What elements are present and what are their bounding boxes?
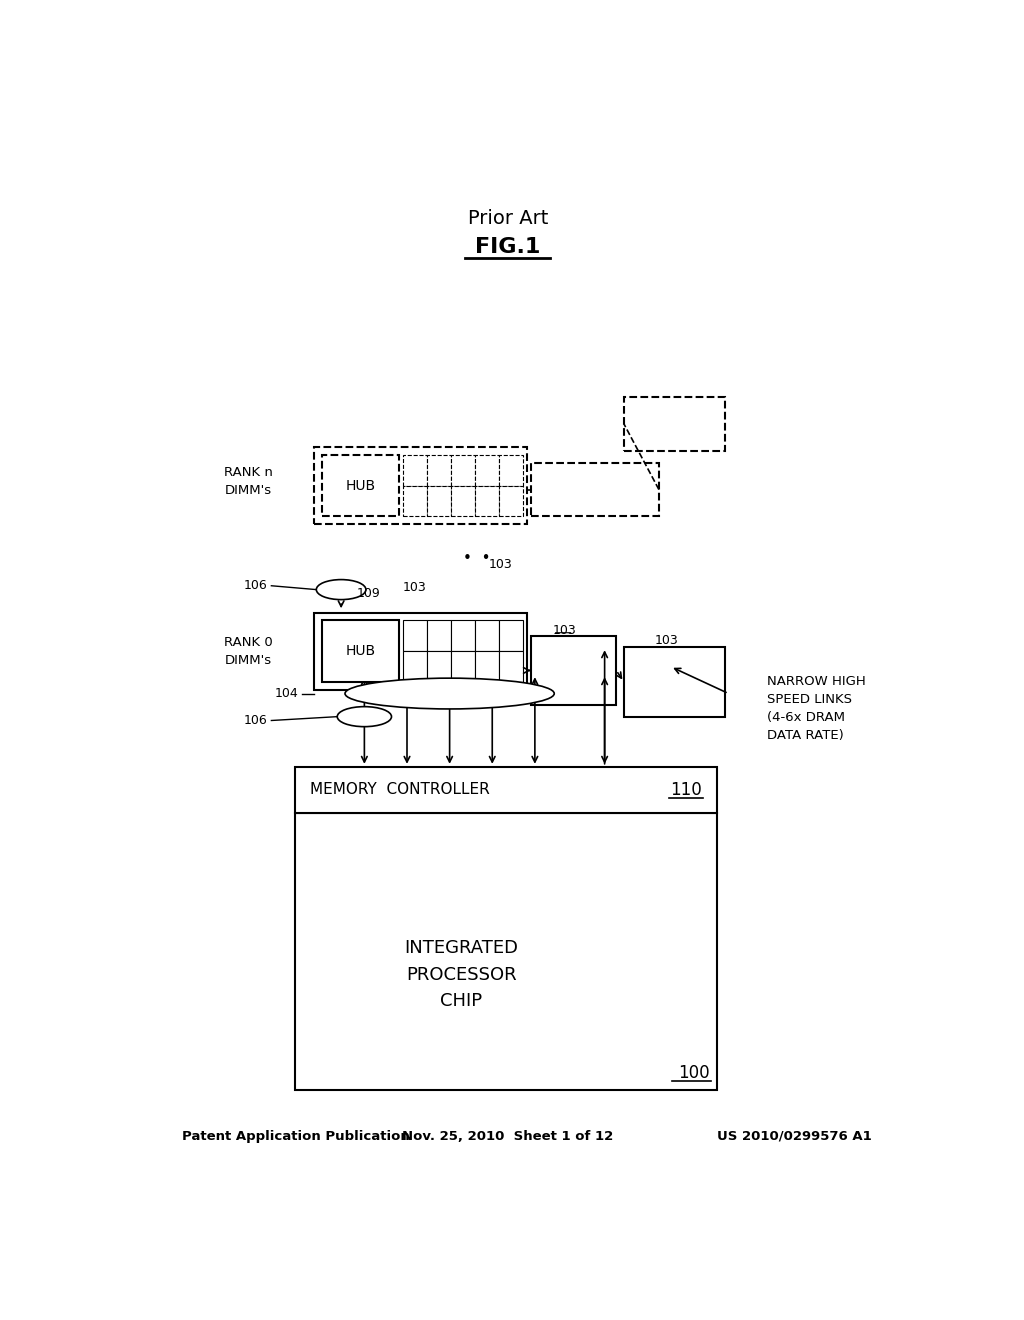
Text: HUB: HUB — [345, 479, 376, 492]
Bar — [475, 486, 500, 516]
Text: MEMORY  CONTROLLER: MEMORY CONTROLLER — [310, 783, 489, 797]
Bar — [475, 651, 500, 682]
Bar — [475, 620, 500, 651]
Bar — [427, 651, 452, 682]
Bar — [452, 620, 475, 651]
Bar — [314, 447, 527, 524]
Text: 110: 110 — [670, 781, 701, 799]
Bar — [314, 612, 527, 689]
Text: RANK 0
DIMM's: RANK 0 DIMM's — [224, 636, 272, 667]
Text: 103: 103 — [488, 558, 512, 572]
Bar — [403, 455, 427, 486]
Text: 106: 106 — [244, 579, 267, 593]
Text: Patent Application Publication: Patent Application Publication — [182, 1130, 410, 1143]
Text: US 2010/0299576 A1: US 2010/0299576 A1 — [717, 1130, 872, 1143]
Text: 109: 109 — [356, 587, 380, 601]
Text: NARROW HIGH
SPEED LINKS
(4-6x DRAM
DATA RATE): NARROW HIGH SPEED LINKS (4-6x DRAM DATA … — [767, 676, 866, 742]
Bar — [475, 455, 500, 486]
Text: 104: 104 — [274, 686, 299, 700]
Bar — [295, 813, 717, 1090]
Bar — [403, 620, 427, 651]
Bar — [427, 620, 452, 651]
Text: 100: 100 — [678, 1064, 710, 1082]
Ellipse shape — [337, 706, 391, 726]
Text: 106: 106 — [244, 714, 267, 727]
Text: 103: 103 — [654, 635, 679, 647]
Text: Prior Art: Prior Art — [468, 209, 548, 228]
Bar — [403, 651, 427, 682]
Bar — [624, 397, 725, 451]
Text: INTEGRATED
PROCESSOR
CHIP: INTEGRATED PROCESSOR CHIP — [404, 940, 518, 1010]
Bar — [403, 486, 427, 516]
Bar — [427, 455, 452, 486]
Text: •  •: • • — [463, 552, 490, 566]
Ellipse shape — [316, 579, 366, 599]
Bar — [322, 455, 399, 516]
Bar — [624, 647, 725, 717]
Bar — [500, 486, 523, 516]
Bar — [427, 486, 452, 516]
Bar — [531, 636, 616, 705]
Bar — [322, 620, 399, 682]
Bar — [531, 462, 658, 516]
Text: HUB: HUB — [345, 644, 376, 659]
Text: 103: 103 — [553, 623, 577, 636]
Bar — [500, 651, 523, 682]
Ellipse shape — [345, 678, 554, 709]
Text: FIG.1: FIG.1 — [475, 238, 541, 257]
Text: RANK n
DIMM's: RANK n DIMM's — [223, 466, 272, 498]
Bar — [452, 486, 475, 516]
Text: Nov. 25, 2010  Sheet 1 of 12: Nov. 25, 2010 Sheet 1 of 12 — [402, 1130, 613, 1143]
Bar — [500, 455, 523, 486]
Bar — [500, 620, 523, 651]
Bar — [452, 651, 475, 682]
Bar — [452, 455, 475, 486]
Bar — [295, 767, 717, 813]
Text: 103: 103 — [403, 581, 427, 594]
